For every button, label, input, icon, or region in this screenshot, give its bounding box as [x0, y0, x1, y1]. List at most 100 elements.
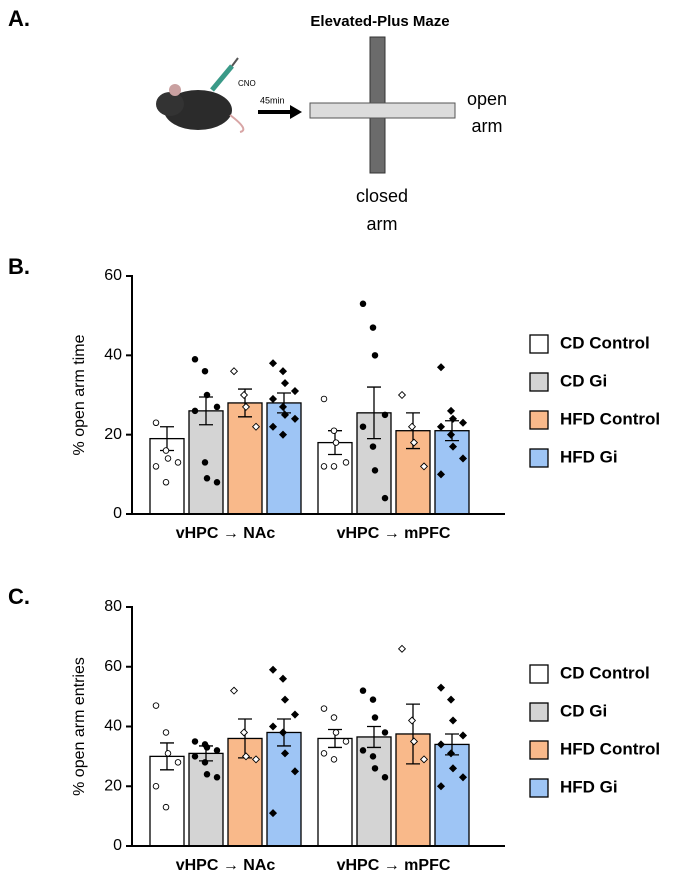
y-tick-label: 80: [104, 598, 122, 615]
legend-label: CD Control: [560, 663, 650, 682]
data-point: [436, 782, 446, 791]
data-point: [239, 390, 249, 400]
data-point: [174, 759, 182, 766]
arm-label: arm: [367, 214, 398, 234]
data-point: [280, 379, 290, 388]
legend-label: CD Gi: [560, 371, 607, 390]
bar: [434, 743, 470, 847]
data-point: [191, 738, 199, 745]
data-point: [436, 740, 446, 749]
data-point: [162, 803, 170, 811]
y-tick-label: 60: [104, 658, 122, 675]
data-point: [448, 764, 458, 773]
x-tick-label: vHPC → mPFC: [337, 857, 451, 873]
data-point: [191, 753, 199, 760]
diagram: CNO 45min Elevated-Plus Maze open arm cl…: [156, 13, 507, 234]
data-point: [381, 494, 389, 502]
y-tick-label: 20: [104, 777, 122, 794]
data-point: [213, 479, 221, 486]
arrow-head: [290, 105, 302, 119]
y-axis-label: % open arm time: [71, 334, 88, 455]
data-point: [152, 463, 160, 470]
mouse-tail: [229, 114, 245, 133]
legend-swatch: [529, 740, 549, 760]
legend-swatch: [529, 410, 549, 430]
data-point: [268, 722, 278, 731]
legend-label: HFD Control: [560, 739, 660, 758]
data-point: [162, 729, 170, 736]
diagram-title: Elevated-Plus Maze: [310, 13, 449, 30]
data-point: [409, 737, 419, 746]
syringe-plunger: [231, 57, 239, 67]
data-point: [241, 752, 251, 761]
data-point: [369, 324, 377, 331]
data-point: [330, 714, 338, 721]
data-point: [203, 475, 211, 482]
error-bar: [367, 725, 381, 749]
y-tick-label: 0: [113, 505, 122, 522]
data-point: [371, 714, 379, 721]
data-point: [251, 422, 261, 431]
data-point: [201, 367, 209, 375]
data-point: [320, 395, 328, 403]
data-point: [320, 705, 328, 712]
data-point: [448, 716, 458, 725]
panel-label: C.: [8, 584, 30, 609]
syringe: [210, 64, 234, 92]
data-point: [371, 765, 379, 772]
data-point: [268, 422, 278, 431]
data-point: [201, 759, 209, 766]
data-point: [436, 683, 446, 692]
data-point: [446, 406, 456, 415]
data-point: [268, 809, 278, 818]
legend-swatch: [529, 334, 549, 354]
y-tick-label: 0: [113, 837, 122, 854]
data-point: [320, 750, 328, 757]
data-point: [203, 391, 211, 399]
data-point: [152, 783, 160, 790]
mouse-head: [156, 92, 184, 116]
legend-swatch: [529, 664, 549, 684]
x-tick-label: vHPC → NAc: [176, 857, 276, 873]
data-point: [278, 674, 288, 683]
legend-swatch: [529, 448, 549, 468]
legend-swatch: [529, 778, 549, 798]
y-axis-label: % open arm entries: [71, 657, 88, 796]
y-tick-label: 20: [104, 426, 122, 443]
data-point: [397, 390, 407, 400]
open-arm: [309, 102, 456, 119]
y-tick-label: 40: [104, 347, 122, 364]
data-point: [458, 773, 468, 782]
drug-label: CNO: [238, 79, 256, 88]
legend-label: HFD Gi: [560, 447, 618, 466]
data-point: [409, 438, 419, 447]
data-point: [458, 418, 468, 427]
panel-label: B.: [8, 254, 30, 279]
data-point: [436, 422, 446, 431]
data-point: [290, 767, 300, 776]
data-point: [203, 771, 211, 778]
y-tick-label: 60: [104, 267, 122, 284]
data-point: [280, 695, 290, 704]
data-point: [278, 402, 288, 411]
error-bar: [367, 386, 381, 440]
data-point: [407, 716, 417, 725]
legend-label: CD Control: [560, 333, 650, 352]
data-point: [371, 467, 379, 474]
data-point: [152, 419, 160, 427]
data-point: [342, 459, 350, 466]
data-point: [369, 696, 377, 703]
data-point: [268, 359, 278, 368]
data-point: [268, 665, 278, 674]
legend-label: HFD Control: [560, 409, 660, 428]
data-point: [448, 414, 458, 423]
arm-label: closed: [356, 186, 408, 206]
bar: [149, 755, 185, 847]
data-point: [164, 455, 172, 462]
bar: [266, 731, 302, 847]
data-point: [239, 728, 249, 737]
data-point: [213, 747, 221, 754]
data-point: [369, 753, 377, 760]
data-point: [203, 744, 211, 751]
mouse-ear: [169, 84, 181, 96]
